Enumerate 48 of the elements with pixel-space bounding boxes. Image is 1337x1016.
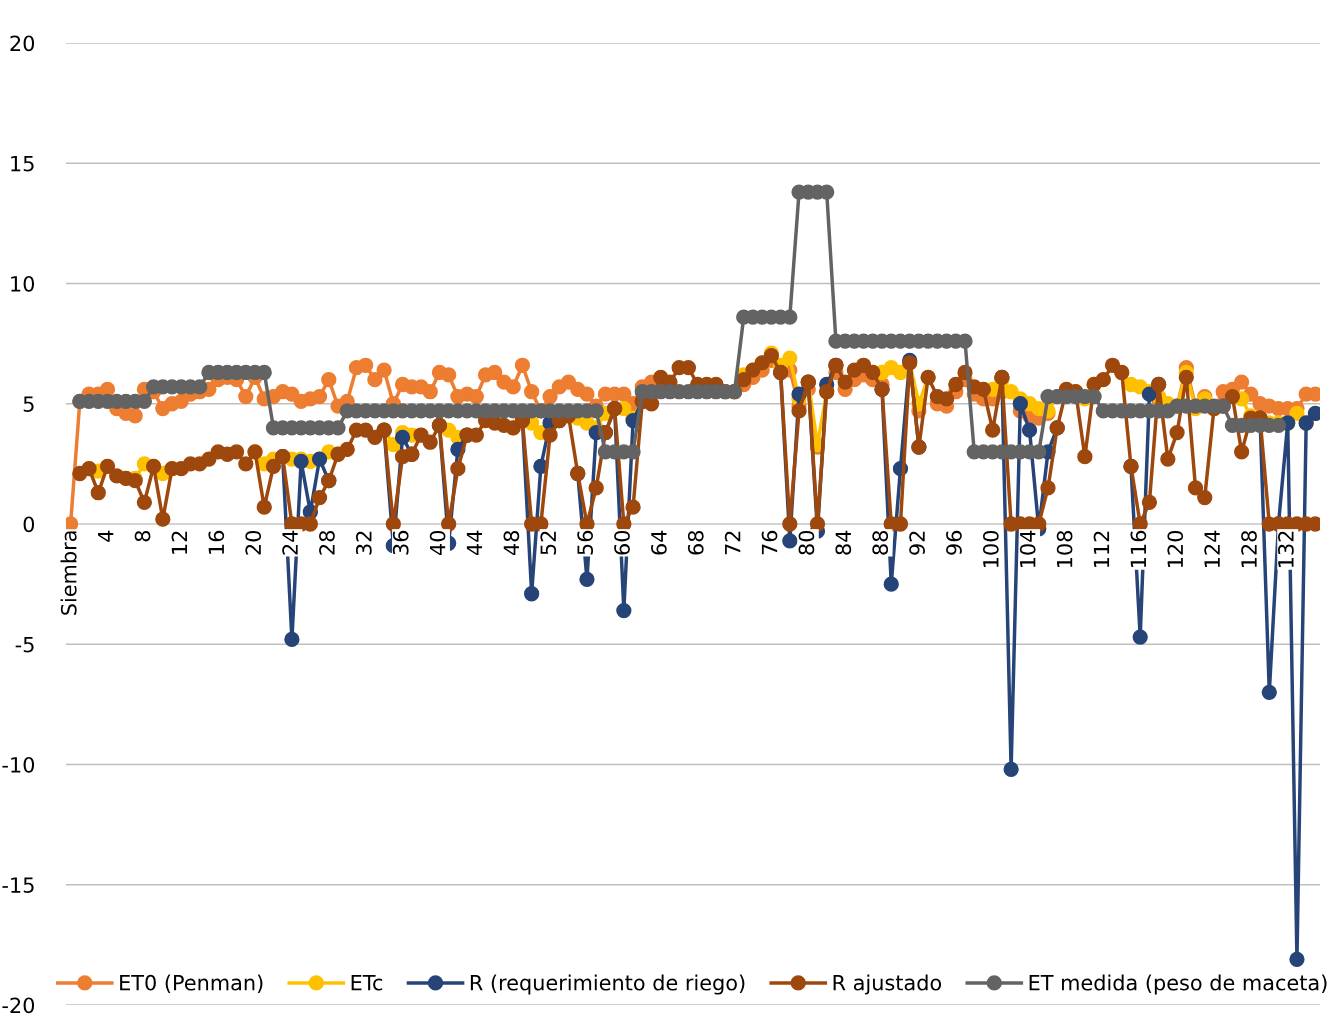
legend-label: ETc	[351, 975, 383, 991]
y-tick-label: -15	[2, 877, 34, 893]
x-tick-label: 32	[355, 531, 372, 555]
y-tick-label: 20	[10, 35, 35, 52]
x-tick-label: 16	[208, 530, 225, 554]
y-tick-label: -10	[2, 756, 35, 773]
x-tick-label: 96	[946, 530, 962, 555]
x-tick-label: 36	[392, 530, 409, 555]
x-tick-label: 132	[1278, 531, 1294, 568]
x-tick-label: 12	[171, 531, 188, 554]
x-tick-label: 108	[1056, 530, 1073, 568]
legend-label: ET medida (peso de maceta)	[1029, 974, 1327, 995]
x-tick-label: 24	[282, 530, 298, 555]
y-tick-label: 5	[23, 396, 34, 412]
y-tick-label: -5	[15, 636, 34, 653]
x-tick-label: 128	[1241, 530, 1257, 568]
x-tick-label: 52	[540, 531, 557, 555]
x-tick-label: 64	[651, 530, 667, 555]
x-tick-label: 116	[1130, 530, 1147, 568]
x-tick-label: 76	[761, 530, 778, 555]
x-tick-label: 68	[687, 530, 704, 555]
x-tick-label: 112	[1093, 531, 1110, 568]
y-tick-label: 10	[11, 275, 35, 292]
x-tick-label: 104	[1019, 530, 1036, 568]
x-tick-label: 88	[872, 530, 889, 555]
x-tick-label: 80	[798, 530, 815, 555]
x-tick-label: 100	[982, 530, 999, 568]
x-tick-label: Siembra	[60, 531, 77, 615]
x-tick-label: 48	[503, 530, 520, 556]
x-tick-label: 40	[429, 530, 446, 556]
x-tick-label: 84	[835, 530, 852, 555]
x-tick-label: 72	[724, 531, 741, 555]
x-tick-label: 44	[466, 530, 483, 556]
x-tick-label: 20	[245, 530, 262, 555]
legend-label: ET0 (Penman)	[120, 974, 263, 993]
x-tick-label: 60	[614, 530, 630, 555]
x-tick-label: 8	[134, 530, 151, 542]
x-tick-label: 56	[577, 530, 594, 555]
legend-label: R (requerimiento de riego)	[470, 974, 745, 995]
legend-label: R ajustado	[833, 974, 942, 995]
x-tick-label: 92	[909, 531, 925, 555]
y-tick-label: -20	[2, 997, 35, 1014]
x-tick-label: 124	[1204, 530, 1220, 568]
y-tick-label: 0	[23, 516, 35, 533]
x-tick-label: 28	[319, 530, 335, 555]
y-tick-label: 15	[11, 155, 34, 172]
x-tick-label: 4	[98, 530, 114, 542]
x-tick-label: 120	[1167, 530, 1184, 568]
